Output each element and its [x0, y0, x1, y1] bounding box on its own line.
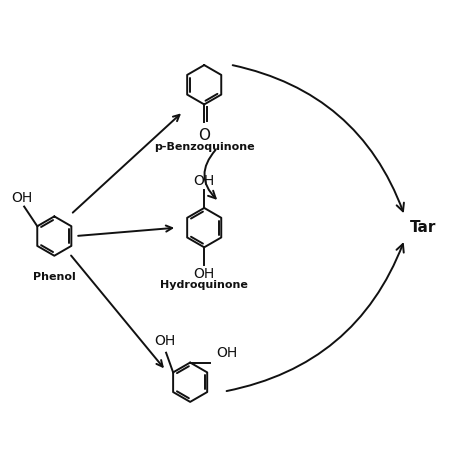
Text: OH: OH	[11, 191, 32, 205]
Text: Hydroquinone: Hydroquinone	[160, 280, 248, 290]
Text: p-Benzoquinone: p-Benzoquinone	[154, 142, 255, 152]
Text: OH: OH	[193, 174, 215, 188]
Text: OH: OH	[193, 267, 215, 281]
Text: O: O	[198, 128, 210, 143]
Text: OH: OH	[216, 346, 237, 360]
Text: Tar: Tar	[410, 220, 437, 235]
Text: OH: OH	[154, 334, 175, 348]
Text: Phenol: Phenol	[33, 272, 76, 282]
